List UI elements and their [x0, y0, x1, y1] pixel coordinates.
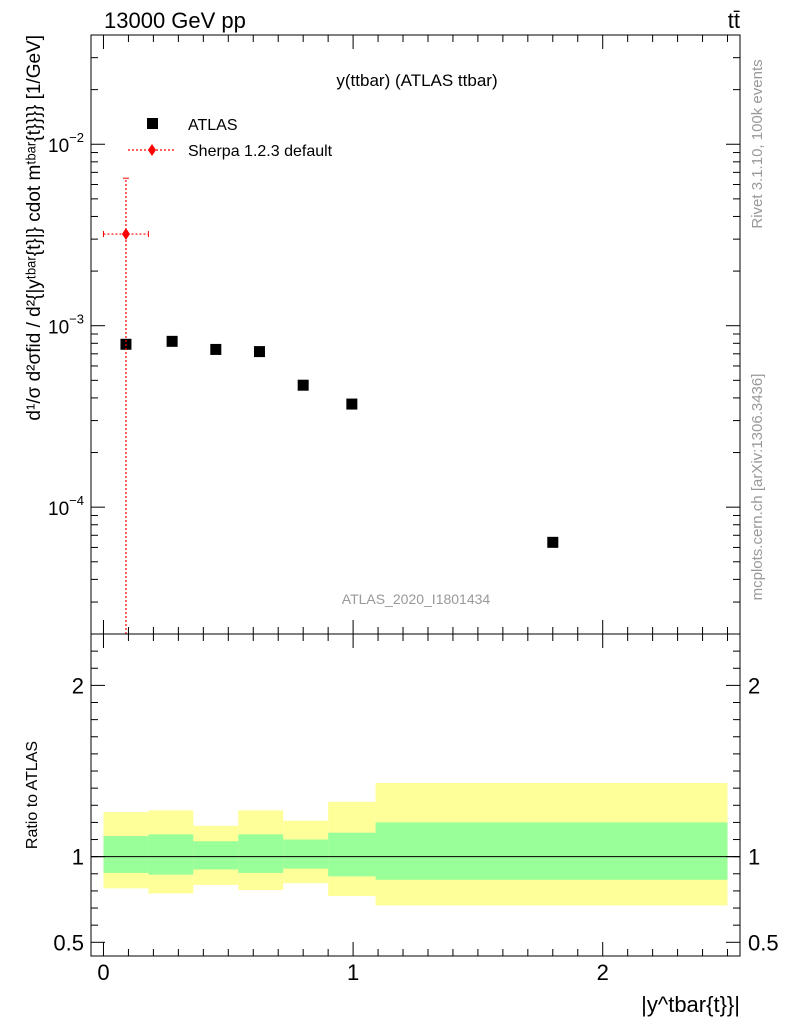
ratio-tick-labels: 0.5 0.5 1 1 2 2 0 1 2	[53, 673, 778, 985]
atlas-point	[297, 379, 309, 391]
ratio-axis-ticks	[91, 634, 740, 956]
main-y-tick-label: 10−4	[48, 493, 84, 520]
ratio-panel-frame	[90, 633, 741, 957]
main-y-tick-labels: 10−4 10−3 10−2	[48, 130, 84, 520]
main-data-series	[102, 177, 559, 634]
ratio-y-tick-label-right: 2	[748, 673, 760, 698]
rivet-label: Rivet 3.1.10, 100k events	[749, 59, 766, 228]
x-tick-label: 2	[597, 960, 609, 985]
ratio-inner-band	[283, 839, 329, 869]
header-left-label: 13000 GeV pp	[104, 8, 246, 33]
ratio-y-axis-label: Ratio to ATLAS	[24, 741, 41, 849]
main-y-tick-label: 10−2	[48, 130, 84, 157]
ratio-inner-band	[238, 834, 284, 873]
legend-atlas-label: ATLAS	[188, 117, 238, 134]
ratio-y-tick-label-right: 1	[748, 845, 760, 870]
main-y-tick-label: 10−3	[48, 312, 84, 339]
x-tick-label: 0	[97, 960, 109, 985]
legend-sherpa-label: Sherpa 1.2.3 default	[188, 143, 333, 160]
atlas-point	[547, 536, 559, 548]
main-title: y(ttbar) (ATLAS ttbar)	[336, 71, 497, 90]
ratio-inner-band	[103, 836, 149, 873]
atlas-point	[210, 343, 222, 355]
ratio-panel: 0.5 0.5 1 1 2 2 0 1 2 Ratio to ATLAS |y^tbar{t}}…	[24, 633, 779, 1017]
x-tick-label: 1	[347, 960, 359, 985]
mcplots-label: mcplots.cern.ch [arXiv:1306.3436]	[749, 374, 766, 601]
main-panel: 10−4 10−3 10−2 y(ttbar) (ATLAS ttbar) ATLA…	[24, 34, 741, 635]
legend-atlas-marker	[147, 118, 158, 129]
x-axis-label: |y^tbar{t}}|	[641, 992, 740, 1017]
atlas-point	[253, 346, 265, 358]
ratio-y-tick-label-left: 2	[72, 673, 84, 698]
ratio-inner-band	[148, 834, 194, 875]
atlas-point	[166, 335, 178, 347]
ratio-inner-band	[375, 822, 728, 880]
main-axis-ticks	[91, 34, 740, 635]
legend-sherpa-marker	[148, 144, 156, 156]
header-right-label: tt̄	[728, 8, 740, 33]
ratio-inner-band	[193, 841, 239, 870]
ratio-bands	[91, 783, 740, 906]
sherpa-point	[121, 228, 130, 241]
ratio-y-tick-label-right: 0.5	[748, 930, 779, 955]
ratio-y-tick-label-left: 1	[72, 845, 84, 870]
legend: ATLAS Sherpa 1.2.3 default	[128, 117, 333, 160]
atlas-point	[346, 398, 358, 410]
ratio-inner-band	[328, 832, 376, 877]
main-y-axis-label: d¹/σ d²σfid / d²{|yᵗᵇᵃʳ{t}|} cdot mᵗᵇᵃʳ{…	[24, 35, 45, 421]
analysis-watermark: ATLAS_2020_I1801434	[342, 591, 491, 607]
ratio-y-tick-label-left: 0.5	[53, 930, 84, 955]
